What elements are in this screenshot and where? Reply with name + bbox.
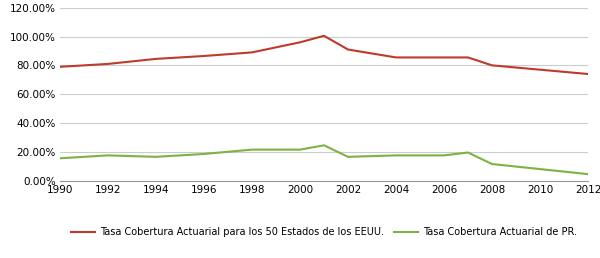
Tasa Cobertura Actuarial de PR. — [584, 173, 592, 176]
Tasa Cobertura Actuarial de PR. — [296, 148, 304, 151]
Tasa Cobertura Actuarial de PR. — [152, 155, 160, 158]
Tasa Cobertura Actuarial para los 50 Estados de los EEUU. — [584, 72, 592, 76]
Tasa Cobertura Actuarial de PR. — [56, 157, 64, 160]
Tasa Cobertura Actuarial de PR. — [320, 144, 328, 147]
Tasa Cobertura Actuarial para los 50 Estados de los EEUU. — [320, 34, 328, 37]
Line: Tasa Cobertura Actuarial para los 50 Estados de los EEUU.: Tasa Cobertura Actuarial para los 50 Est… — [60, 36, 588, 74]
Tasa Cobertura Actuarial de PR. — [440, 154, 448, 157]
Tasa Cobertura Actuarial de PR. — [464, 151, 472, 154]
Legend: Tasa Cobertura Actuarial para los 50 Estados de los EEUU., Tasa Cobertura Actuar: Tasa Cobertura Actuarial para los 50 Est… — [67, 223, 581, 241]
Tasa Cobertura Actuarial de PR. — [392, 154, 400, 157]
Tasa Cobertura Actuarial de PR. — [248, 148, 256, 151]
Tasa Cobertura Actuarial para los 50 Estados de los EEUU. — [464, 56, 472, 59]
Tasa Cobertura Actuarial de PR. — [488, 163, 496, 166]
Tasa Cobertura Actuarial de PR. — [536, 167, 544, 171]
Tasa Cobertura Actuarial para los 50 Estados de los EEUU. — [104, 62, 112, 66]
Tasa Cobertura Actuarial para los 50 Estados de los EEUU. — [344, 48, 352, 51]
Tasa Cobertura Actuarial para los 50 Estados de los EEUU. — [56, 65, 64, 68]
Tasa Cobertura Actuarial para los 50 Estados de los EEUU. — [392, 56, 400, 59]
Tasa Cobertura Actuarial para los 50 Estados de los EEUU. — [248, 51, 256, 54]
Tasa Cobertura Actuarial para los 50 Estados de los EEUU. — [200, 54, 208, 58]
Tasa Cobertura Actuarial para los 50 Estados de los EEUU. — [152, 57, 160, 60]
Line: Tasa Cobertura Actuarial de PR.: Tasa Cobertura Actuarial de PR. — [60, 145, 588, 174]
Tasa Cobertura Actuarial para los 50 Estados de los EEUU. — [488, 64, 496, 67]
Tasa Cobertura Actuarial de PR. — [104, 154, 112, 157]
Tasa Cobertura Actuarial de PR. — [344, 155, 352, 158]
Tasa Cobertura Actuarial de PR. — [200, 152, 208, 156]
Tasa Cobertura Actuarial para los 50 Estados de los EEUU. — [440, 56, 448, 59]
Tasa Cobertura Actuarial para los 50 Estados de los EEUU. — [536, 68, 544, 71]
Tasa Cobertura Actuarial para los 50 Estados de los EEUU. — [296, 41, 304, 44]
